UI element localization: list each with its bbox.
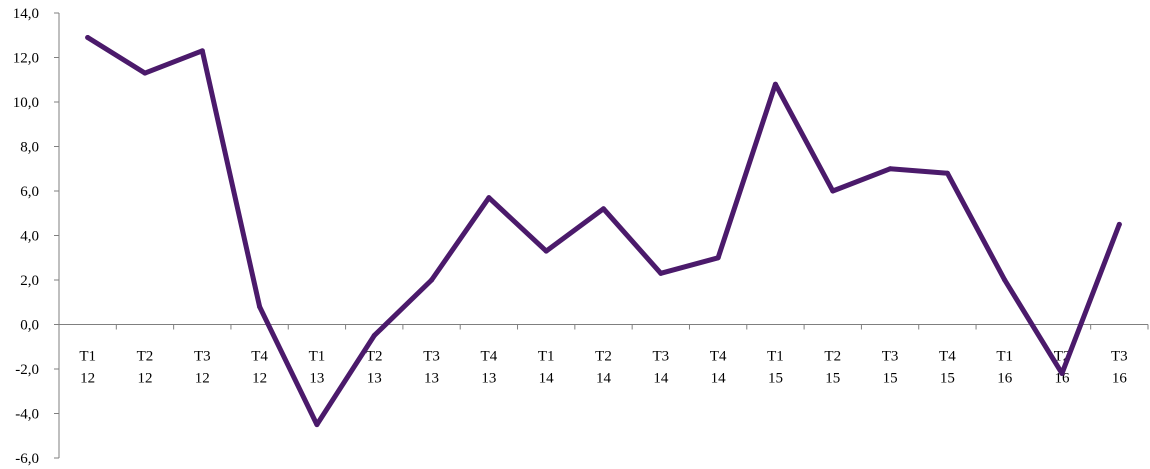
series-line xyxy=(85,35,1122,428)
x-tick-label-year: 12 xyxy=(252,371,267,387)
data-point xyxy=(429,277,435,283)
x-tick-label-quarter: T1 xyxy=(767,349,784,365)
x-tick-label-quarter: T4 xyxy=(481,349,498,365)
x-tick-label-year: 12 xyxy=(195,371,210,387)
y-tick-label: -6,0 xyxy=(15,451,39,467)
x-tick-label-quarter: T2 xyxy=(137,349,154,365)
x-tick-label-quarter: T1 xyxy=(538,349,555,365)
x-tick-label-year: 14 xyxy=(653,371,669,387)
x-tick-label-year: 12 xyxy=(80,371,95,387)
x-tick-label-quarter: T2 xyxy=(595,349,612,365)
x-tick-label-quarter: T3 xyxy=(652,349,669,365)
x-tick-label-quarter: T1 xyxy=(309,349,326,365)
data-point xyxy=(715,255,721,261)
data-point xyxy=(543,248,549,254)
x-tick-label-year: 15 xyxy=(825,371,840,387)
y-tick-label: 8,0 xyxy=(20,140,39,156)
data-point xyxy=(371,333,377,339)
x-tick-label-year: 13 xyxy=(309,371,324,387)
x-tick-label-year: 16 xyxy=(1112,371,1128,387)
data-point xyxy=(314,422,320,428)
x-tick-label-quarter: T2 xyxy=(824,349,841,365)
data-point xyxy=(887,166,893,172)
x-tick-label-year: 13 xyxy=(481,371,496,387)
x-tick-label-quarter: T3 xyxy=(1111,349,1128,365)
y-tick-label: -2,0 xyxy=(15,362,39,378)
data-point xyxy=(772,81,778,87)
x-tick-label-year: 15 xyxy=(883,371,898,387)
x-tick-label-year: 15 xyxy=(768,371,783,387)
data-point xyxy=(257,304,263,310)
x-tick-label-quarter: T3 xyxy=(882,349,899,365)
series-group xyxy=(85,34,1122,428)
x-tick-label-quarter: T2 xyxy=(366,349,383,365)
y-axis: 14,0 12,0 10,0 8,0 6,0 4,0 2,0 0,0 -2,0 -4,0 -6,0 xyxy=(13,6,60,467)
x-tick-label-quarter: T4 xyxy=(710,349,727,365)
y-tick-label: 14,0 xyxy=(13,6,39,22)
x-tick-label-year: 16 xyxy=(1055,371,1071,387)
data-point xyxy=(486,195,492,201)
y-tick-label: 0,0 xyxy=(20,318,39,334)
y-tick-label: 2,0 xyxy=(20,273,39,289)
x-tick-label-year: 13 xyxy=(424,371,439,387)
data-point xyxy=(830,188,836,194)
y-tick-label: 6,0 xyxy=(20,184,39,200)
data-point xyxy=(142,70,148,76)
y-tick-label: 10,0 xyxy=(13,95,39,111)
data-point xyxy=(1116,221,1122,227)
data-point xyxy=(944,170,950,176)
data-point xyxy=(85,34,91,40)
data-point xyxy=(658,270,664,276)
x-tick-label-quarter: T1 xyxy=(996,349,1013,365)
y-tick-label: -4,0 xyxy=(15,407,39,423)
x-tick-label-quarter: T4 xyxy=(251,349,268,365)
x-axis: T1 12 T2 12 T3 12 T4 12 T1 13 T2 13 T3 13 T4 13 T1 14 T2 14… xyxy=(59,324,1149,387)
x-tick-label-quarter: T4 xyxy=(939,349,956,365)
y-tick-label: 4,0 xyxy=(20,229,39,245)
y-tick-label: 12,0 xyxy=(13,51,39,67)
data-point xyxy=(199,48,205,54)
x-tick-label-year: 16 xyxy=(997,371,1013,387)
data-point xyxy=(1059,370,1065,376)
x-tick-label-quarter: T3 xyxy=(423,349,440,365)
x-tick-label-quarter: T3 xyxy=(194,349,211,365)
x-tick-label-year: 14 xyxy=(711,371,727,387)
x-tick-label-year: 14 xyxy=(596,371,612,387)
data-point xyxy=(1002,277,1008,283)
x-tick-label-year: 15 xyxy=(940,371,955,387)
data-point xyxy=(601,206,606,212)
x-tick-label-year: 13 xyxy=(367,371,382,387)
x-tick-label-year: 12 xyxy=(137,371,152,387)
x-tick-label-year: 14 xyxy=(539,371,555,387)
x-tick-label-quarter: T1 xyxy=(79,349,96,365)
